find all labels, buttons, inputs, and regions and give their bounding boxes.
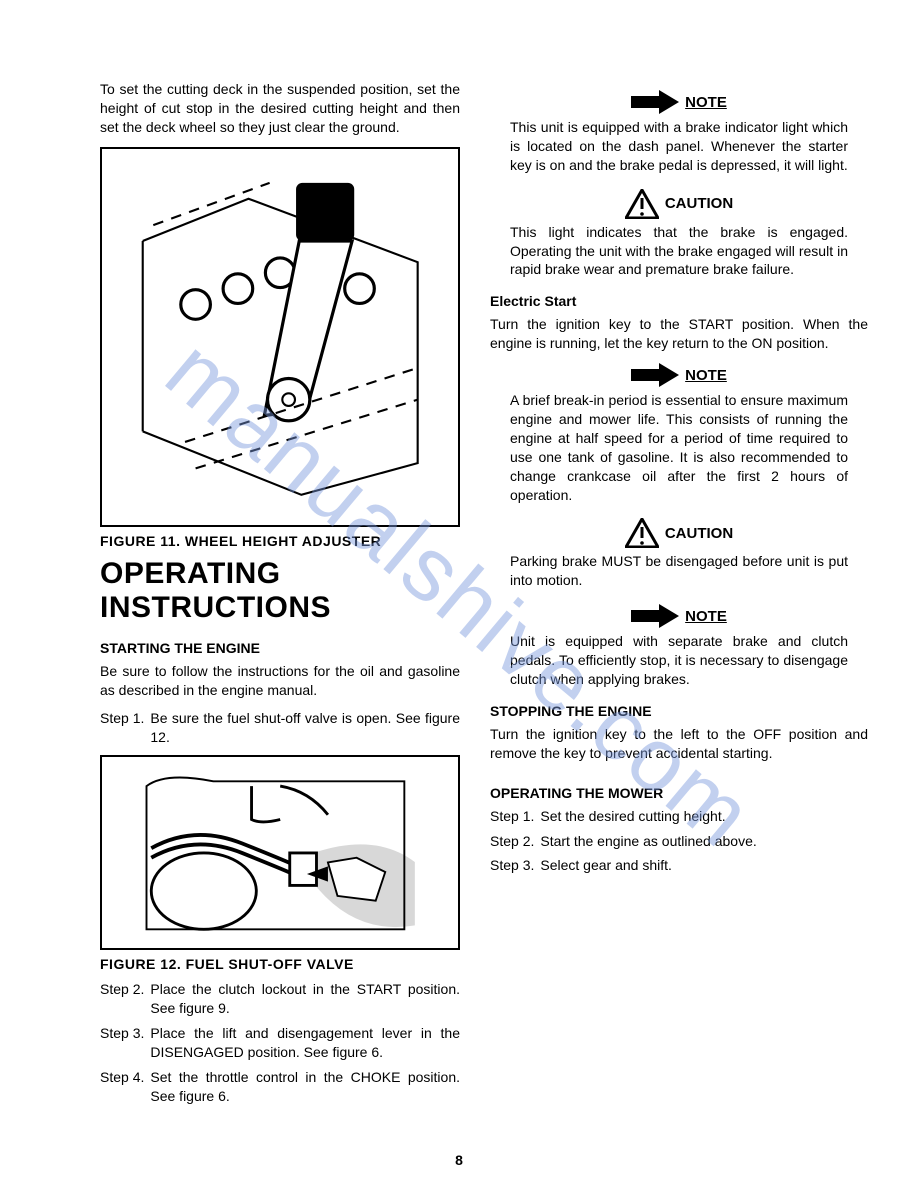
note-3-header: NOTE — [490, 604, 868, 628]
page-number: 8 — [455, 1152, 463, 1168]
step-item: Step 2.Place the clutch lockout in the S… — [100, 980, 460, 1018]
operating-steps: Step 1.Set the desired cutting height.St… — [490, 807, 868, 876]
electric-start-heading: Electric Start — [490, 293, 868, 309]
step-text: Set the desired cutting height. — [540, 807, 868, 826]
caution-triangle-icon — [625, 518, 659, 548]
caution-1-body: This light indicates that the brake is e… — [510, 223, 848, 280]
operating-mower-heading: OPERATING THE MOWER — [490, 785, 868, 801]
two-column-layout: To set the cutting deck in the suspended… — [100, 80, 868, 1112]
fuel-shutoff-valve-illustration — [120, 767, 440, 939]
figure-12-caption: FIGURE 12. FUEL SHUT-OFF VALVE — [100, 956, 460, 972]
section-heading: OPERATING INSTRUCTIONS — [100, 557, 460, 626]
section-heading-line1: OPERATING — [100, 557, 281, 590]
step-label: Step 1. — [490, 807, 534, 826]
stopping-engine-body: Turn the ignition key to the left to the… — [490, 725, 868, 763]
section-heading-line2: INSTRUCTIONS — [100, 591, 331, 624]
step-text: Place the lift and disengagement lever i… — [150, 1024, 460, 1062]
step-label: Step 4. — [100, 1068, 144, 1106]
caution-2-body: Parking brake MUST be disengaged before … — [510, 552, 848, 590]
figure-11-box — [100, 147, 460, 527]
note-2-header: NOTE — [490, 363, 868, 387]
arrow-right-icon — [631, 363, 679, 387]
steps-group-a: Step 1.Be sure the fuel shut-off valve i… — [100, 709, 460, 747]
step-item: Step 3.Place the lift and disengagement … — [100, 1024, 460, 1062]
caution-triangle-icon — [625, 189, 659, 219]
step-text: Start the engine as outlined above. — [540, 832, 868, 851]
wheel-height-adjuster-illustration — [120, 167, 440, 505]
intro-paragraph: To set the cutting deck in the suspended… — [100, 80, 460, 137]
step-label: Step 3. — [100, 1024, 144, 1062]
stopping-engine-heading: STOPPING THE ENGINE — [490, 703, 868, 719]
note-2-title: NOTE — [685, 367, 727, 384]
arrow-right-icon — [631, 604, 679, 628]
note-3-title: NOTE — [685, 608, 727, 625]
left-column: To set the cutting deck in the suspended… — [100, 80, 460, 1112]
step-text: Set the throttle control in the CHOKE po… — [150, 1068, 460, 1106]
step-label: Step 1. — [100, 709, 144, 747]
step-item: Step 3. Select gear and shift. — [490, 856, 868, 875]
note-1-header: NOTE — [490, 90, 868, 114]
figure-12-box — [100, 755, 460, 950]
step-label: Step 2. — [490, 832, 534, 851]
caution-1-header: CAUTION — [490, 189, 868, 219]
caution-1-title: CAUTION — [665, 195, 733, 212]
step-item: Step 2. Start the engine as outlined abov… — [490, 832, 868, 851]
note-2-body: A brief break-in period is essential to … — [510, 391, 848, 504]
note-3-body: Unit is equipped with separate brake and… — [510, 632, 848, 689]
step-label: Step 3. — [490, 856, 534, 875]
arrow-right-icon — [631, 90, 679, 114]
figure-11-caption: FIGURE 11. WHEEL HEIGHT ADJUSTER — [100, 533, 460, 549]
step-text: Be sure the fuel shut-off valve is open.… — [150, 709, 460, 747]
caution-2-header: CAUTION — [490, 518, 868, 548]
step-text: Place the clutch lockout in the START po… — [150, 980, 460, 1018]
steps-group-b: Step 2.Place the clutch lockout in the S… — [100, 980, 460, 1105]
electric-start-body: Turn the ignition key to the START posit… — [490, 315, 868, 353]
step-item: Step 4.Set the throttle control in the C… — [100, 1068, 460, 1106]
note-1-body: This unit is equipped with a brake indic… — [510, 118, 848, 175]
note-1-title: NOTE — [685, 94, 727, 111]
step-item: Step 1.Be sure the fuel shut-off valve i… — [100, 709, 460, 747]
starting-engine-heading: STARTING THE ENGINE — [100, 640, 460, 656]
right-column: NOTE This unit is equipped with a brake … — [490, 80, 868, 1112]
step-label: Step 2. — [100, 980, 144, 1018]
caution-2-title: CAUTION — [665, 525, 733, 542]
starting-intro: Be sure to follow the instructions for t… — [100, 662, 460, 700]
step-text: Select gear and shift. — [540, 856, 868, 875]
step-item: Step 1. Set the desired cutting height. — [490, 807, 868, 826]
